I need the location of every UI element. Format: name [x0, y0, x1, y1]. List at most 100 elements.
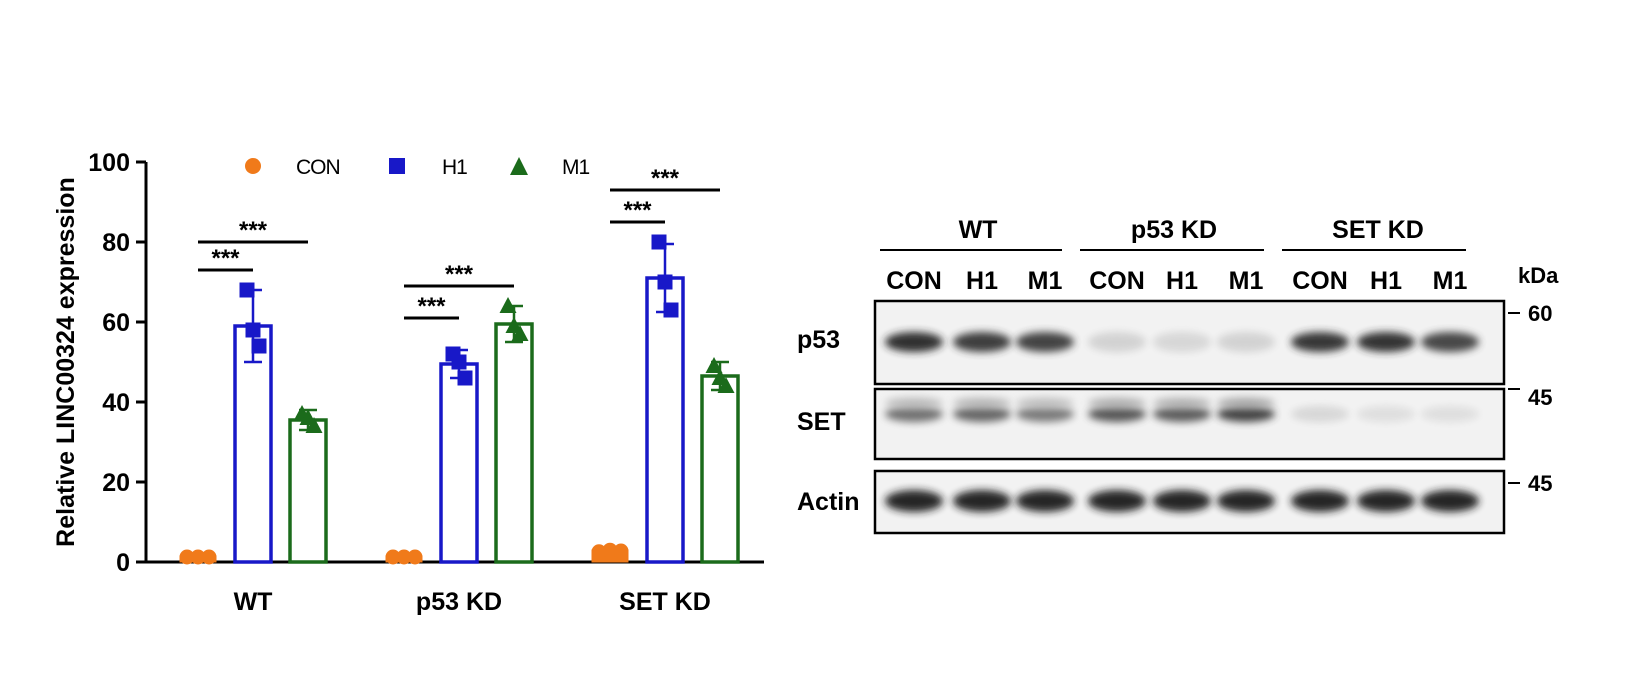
blot-band	[1421, 406, 1479, 422]
blot-band	[1421, 332, 1479, 352]
legend: CON H1 M1	[245, 156, 590, 179]
blot-band	[1217, 332, 1275, 352]
blot-band	[885, 332, 943, 352]
x-tick-label: SET KD	[619, 588, 711, 616]
group-label-wt: WT	[959, 216, 998, 244]
significance-label: ***	[445, 261, 474, 288]
significance-label: ***	[211, 245, 240, 272]
blot-band	[1357, 490, 1415, 512]
lane-label: H1	[966, 267, 998, 295]
group-label-p53kd: p53 KD	[1131, 216, 1217, 244]
blot-band	[1088, 406, 1146, 422]
blot-row-label-actin: Actin	[797, 488, 860, 516]
x-tick-label: p53 KD	[416, 588, 502, 616]
data-point-m1	[717, 377, 735, 393]
data-point-con	[190, 549, 206, 565]
lane-label: CON	[1292, 267, 1348, 295]
legend-marker-h1	[389, 158, 405, 174]
blot-band	[1016, 406, 1074, 422]
legend-marker-m1	[510, 157, 528, 175]
data-point-con	[407, 549, 423, 565]
blot-band	[885, 490, 943, 512]
blot-band	[1088, 490, 1146, 512]
blot-band	[1217, 406, 1275, 422]
data-point-h1	[251, 338, 267, 354]
y-tick-label: 60	[102, 309, 130, 337]
bar-chart: Relative LINC00324 expression 0 20 40 60 80 1…	[52, 149, 764, 616]
legend-marker-con	[245, 158, 261, 174]
size-marker-45: 45	[1528, 385, 1552, 410]
legend-label-con: CON	[296, 156, 340, 179]
bars	[179, 242, 740, 564]
data-point-con	[396, 549, 412, 565]
data-point-m1	[705, 357, 723, 373]
y-axis-label: Relative LINC00324 expression	[52, 177, 80, 547]
blot-band-faint	[885, 397, 943, 409]
data-point-con	[201, 549, 217, 565]
blot-band	[1153, 406, 1211, 422]
data-point-m1	[305, 417, 323, 433]
y-tick-label: 20	[102, 469, 130, 497]
bar-m1	[494, 322, 534, 564]
data-point-h1	[245, 322, 261, 338]
kda-label: kDa	[1518, 263, 1559, 288]
data-point-h1	[239, 282, 255, 298]
lane-label: H1	[1166, 267, 1198, 295]
significance-annotations: ******************	[198, 165, 720, 320]
blot-band	[1153, 490, 1211, 512]
legend-label-m1: M1	[562, 156, 589, 179]
y-tick-label: 40	[102, 389, 130, 417]
blot-band	[1291, 490, 1349, 512]
blot-band	[1421, 490, 1479, 512]
data-point-h1	[657, 274, 673, 290]
lane-label: CON	[886, 267, 942, 295]
blot-band	[1016, 490, 1074, 512]
blot-band	[1217, 490, 1275, 512]
blot-band	[885, 406, 943, 422]
blot-lane-labels: CON H1 M1 CON H1 M1 CON H1 M1	[886, 267, 1467, 295]
western-blot: WT p53 KD SET KD CON H1 M1 CON H1 M1 CON…	[797, 216, 1559, 535]
x-axis: WT p53 KD SET KD	[146, 560, 764, 616]
blot-band-faint	[953, 397, 1011, 409]
y-tick-label: 0	[116, 549, 130, 577]
data-point-con	[591, 544, 607, 560]
legend-label-h1: H1	[442, 156, 467, 179]
blot-band	[1357, 332, 1415, 352]
data-point-h1	[663, 302, 679, 318]
bar-m1	[288, 418, 328, 564]
blot-band	[1016, 332, 1074, 352]
data-point-m1	[511, 325, 529, 341]
blot-band	[1153, 332, 1211, 352]
bar-m1	[700, 374, 740, 564]
blot-band-faint	[1016, 397, 1074, 409]
blot-band	[953, 490, 1011, 512]
lane-label: CON	[1089, 267, 1145, 295]
x-tick-label: WT	[234, 588, 273, 616]
size-marker-60: 60	[1528, 301, 1552, 326]
data-point-h1	[651, 234, 667, 250]
y-tick-label: 100	[88, 149, 130, 177]
blot-band-faint	[1088, 397, 1146, 409]
data-point-con	[385, 549, 401, 565]
y-tick-label: 80	[102, 229, 130, 257]
blot-row-label-p53: p53	[797, 326, 840, 354]
blot-bands	[885, 332, 1479, 512]
blot-band	[1357, 406, 1415, 422]
lane-label: M1	[1229, 267, 1264, 295]
blot-band	[1291, 332, 1349, 352]
blot-band-faint	[1217, 397, 1275, 409]
blot-band	[1291, 406, 1349, 422]
blot-row-label-set: SET	[797, 408, 846, 436]
significance-label: ***	[239, 217, 268, 244]
lane-label: M1	[1028, 267, 1063, 295]
significance-label: ***	[417, 293, 446, 320]
data-point-m1	[499, 297, 517, 313]
blot-group-labels: WT p53 KD SET KD	[959, 216, 1424, 244]
data-point-h1	[451, 354, 467, 370]
data-points	[179, 234, 735, 565]
data-point-con	[179, 549, 195, 565]
group-label-setkd: SET KD	[1332, 216, 1424, 244]
lane-label: H1	[1370, 267, 1402, 295]
data-point-con	[602, 542, 618, 558]
